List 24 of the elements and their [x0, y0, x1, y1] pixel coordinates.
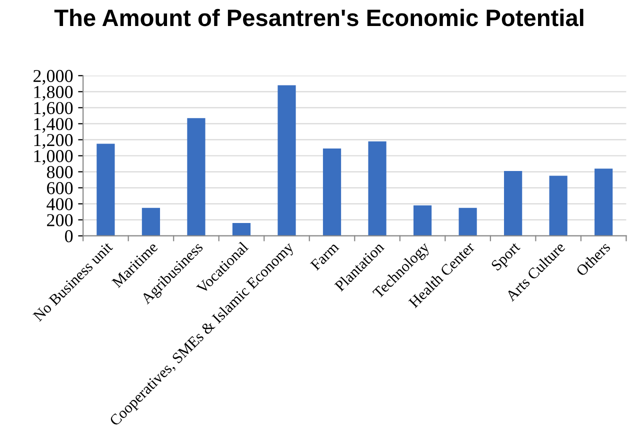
bar: [413, 205, 432, 236]
bar: [142, 208, 160, 236]
y-tick-label: 2,000: [34, 70, 73, 85]
bar: [368, 141, 386, 236]
bar: [549, 176, 568, 236]
y-tick-label: 1,800: [34, 86, 73, 101]
y-tick-label: 1,000: [34, 150, 73, 165]
bar: [504, 170, 522, 236]
y-tick-label: 1,200: [34, 134, 73, 149]
bar: [594, 168, 613, 236]
y-tick-label: 800: [46, 166, 73, 178]
y-tick-label: 200: [47, 214, 73, 226]
bar: [278, 85, 296, 236]
chart-title: The Amount of Pesantren's Economic Potential: [54, 8, 584, 26]
bar: [187, 118, 206, 236]
bar: [458, 208, 477, 236]
y-tick-label: 600: [47, 182, 73, 194]
bar: [322, 148, 342, 236]
y-tick-label: 0: [65, 230, 73, 242]
y-tick-label: 1,600: [34, 102, 73, 117]
y-tick-label: 400: [46, 198, 73, 210]
y-tick-label: 1,400: [34, 118, 73, 133]
bar: [96, 144, 115, 236]
bar: [232, 223, 251, 236]
